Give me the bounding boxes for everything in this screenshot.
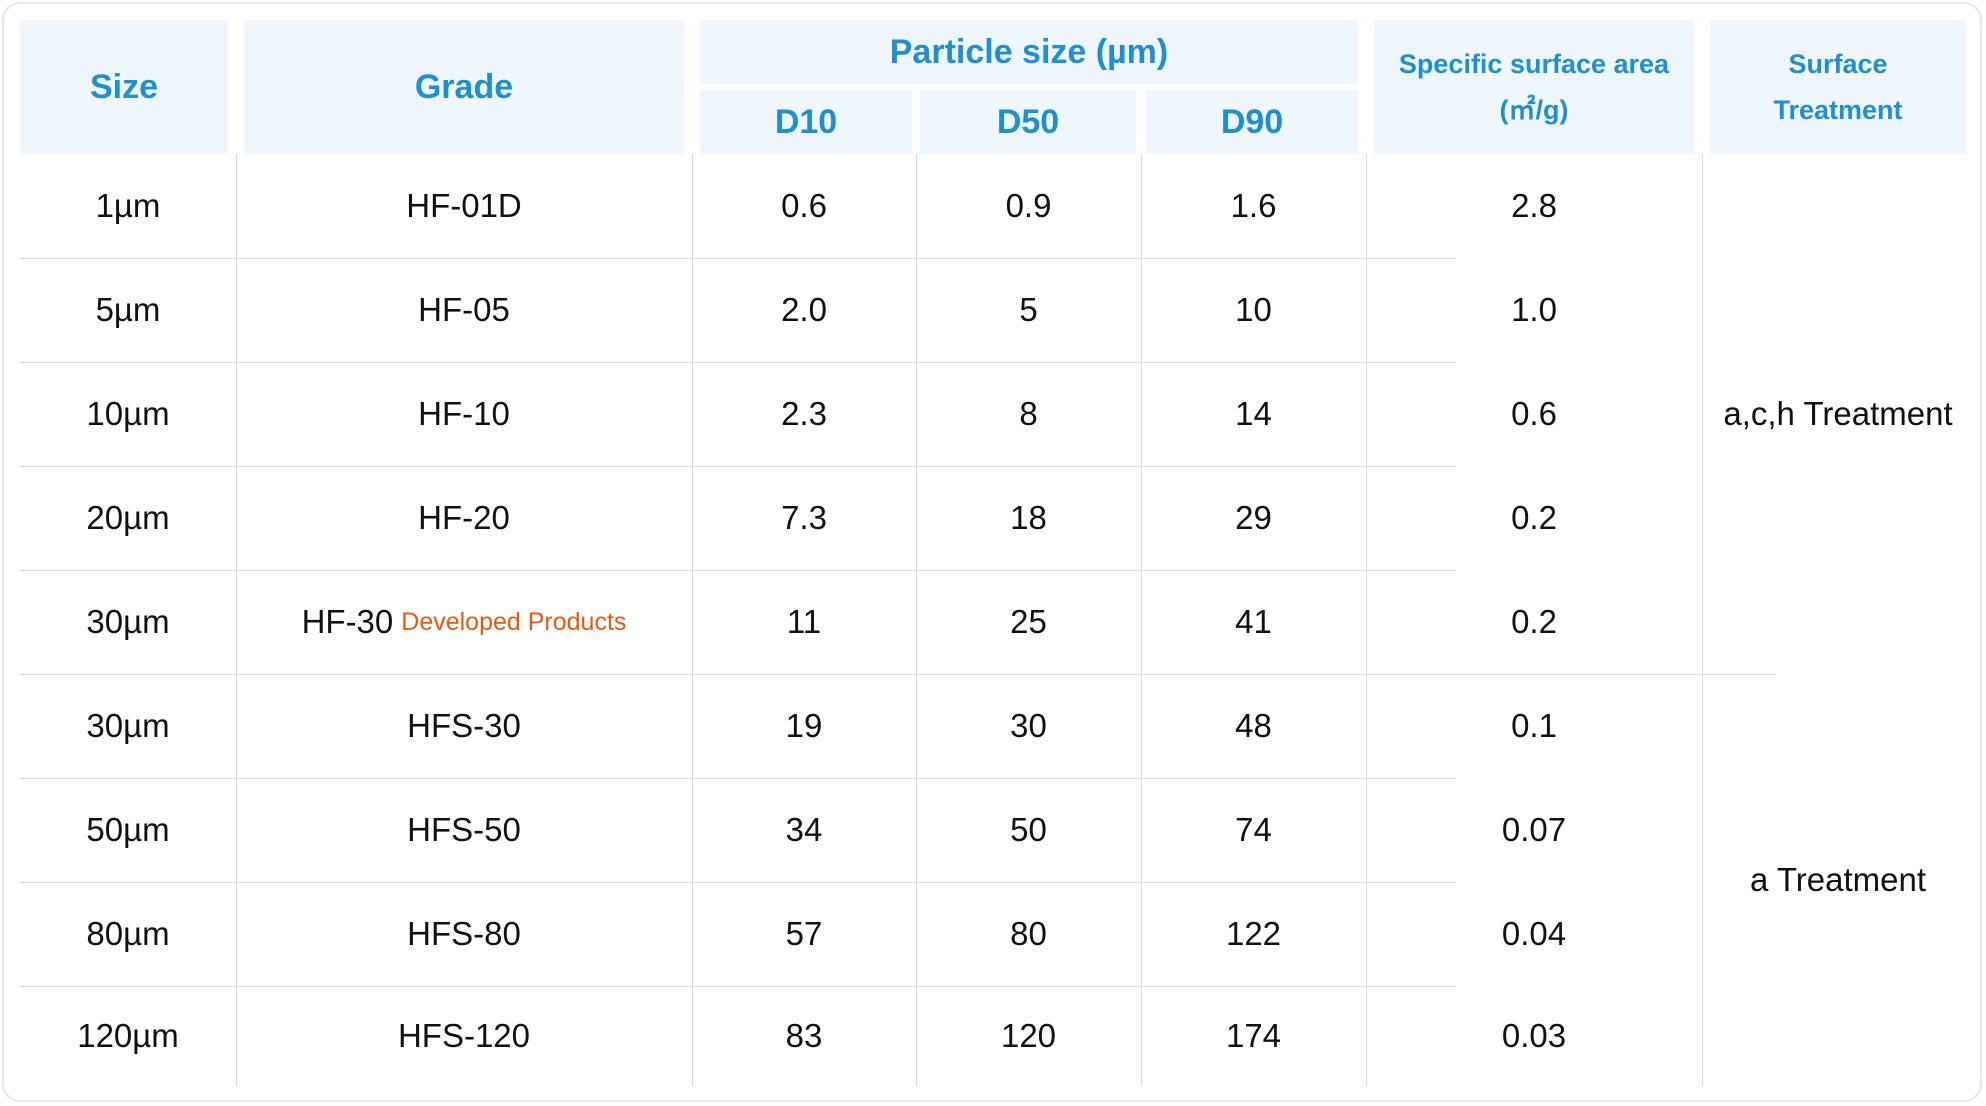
col-divider bbox=[692, 154, 693, 1086]
table-cell-size: 10µm bbox=[86, 395, 170, 432]
grade-text: HFS-80 bbox=[407, 915, 521, 952]
developed-products-note: Developed Products bbox=[401, 607, 627, 636]
table-cell-ssa: 0.1 bbox=[1511, 707, 1557, 744]
table-cell-d50: 120 bbox=[1000, 1017, 1057, 1054]
header-surface-treatment: Surface Treatment bbox=[1710, 20, 1966, 154]
table-cell-d90: 174 bbox=[1225, 1017, 1282, 1054]
header-d50: D50 bbox=[920, 90, 1136, 154]
row-divider bbox=[20, 986, 1456, 987]
table-cell-d90: 122 bbox=[1225, 915, 1282, 952]
table-cell-grade: HF-30 Developed Products bbox=[236, 570, 692, 674]
table-cell-d10: 11 bbox=[786, 603, 822, 640]
table-cell-d10: 0.6 bbox=[781, 187, 827, 224]
row-divider bbox=[20, 362, 1456, 363]
col-divider bbox=[1141, 154, 1142, 1086]
table-cell-d50: 5 bbox=[1019, 291, 1038, 328]
treatment-cell-ach: a,c,h Treatment bbox=[1723, 395, 1953, 432]
table-cell-grade: HFS-120 bbox=[236, 986, 692, 1086]
table-cell-d50: 0.9 bbox=[1005, 187, 1052, 224]
table-cell-size: 20µm bbox=[86, 499, 170, 536]
table-cell-ssa: 1.0 bbox=[1511, 291, 1557, 328]
treatment-cell-a: a Treatment bbox=[1749, 861, 1927, 898]
grade-text: HF-05 bbox=[418, 291, 510, 328]
table-cell-ssa: 0.2 bbox=[1511, 603, 1557, 640]
table-cell-grade: HFS-50 bbox=[236, 778, 692, 882]
table-cell-ssa: 0.04 bbox=[1501, 915, 1567, 952]
table-cell-d90: 14 bbox=[1235, 395, 1272, 432]
table-cell-size: 5µm bbox=[95, 291, 161, 328]
table-cell-d90: 10 bbox=[1235, 291, 1272, 328]
row-divider bbox=[20, 778, 1456, 779]
header-ssa-line2: (㎡/g) bbox=[1499, 95, 1569, 125]
grade-text: HFS-30 bbox=[407, 707, 521, 744]
table-cell-ssa: 0.6 bbox=[1511, 395, 1557, 432]
table-cell-d50: 50 bbox=[1010, 811, 1047, 848]
table-cell-grade: HF-05 bbox=[236, 258, 692, 362]
table-cell-ssa: 0.03 bbox=[1501, 1017, 1567, 1054]
table-cell-size: 80µm bbox=[86, 915, 170, 952]
row-divider bbox=[20, 674, 1776, 675]
table-cell-size: 50µm bbox=[86, 811, 170, 848]
table-cell-d10: 2.0 bbox=[781, 291, 827, 328]
header-size: Size bbox=[20, 20, 228, 154]
grade-text: HFS-120 bbox=[397, 1017, 531, 1054]
table-cell-d10: 57 bbox=[785, 915, 823, 952]
col-divider bbox=[916, 154, 917, 1086]
grade-text: HFS-50 bbox=[407, 811, 521, 848]
table-cell-d50: 25 bbox=[1010, 603, 1047, 640]
table-cell-d90: 74 bbox=[1235, 811, 1272, 848]
grade-text: HF-01D bbox=[406, 187, 522, 224]
table-cell-size: 1µm bbox=[95, 187, 161, 224]
table-cell-ssa: 0.07 bbox=[1501, 811, 1567, 848]
table-cell-d50: 30 bbox=[1010, 707, 1047, 744]
header-surface-line1: Surface bbox=[1788, 49, 1888, 79]
table-cell-d10: 34 bbox=[785, 811, 823, 848]
table-cell-d10: 19 bbox=[785, 707, 823, 744]
grade-text: HF-10 bbox=[418, 395, 510, 432]
header-grade: Grade bbox=[244, 20, 684, 154]
table-cell-d90: 29 bbox=[1235, 499, 1272, 536]
table-cell-d90: 48 bbox=[1235, 707, 1272, 744]
table-cell-d50: 80 bbox=[1010, 915, 1047, 952]
col-divider bbox=[1366, 154, 1367, 1086]
table-cell-size: 30µm bbox=[86, 603, 170, 640]
table-cell-d50: 8 bbox=[1019, 395, 1038, 432]
grade-text: HF-30 bbox=[301, 603, 394, 640]
table-cell-grade: HF-10 bbox=[236, 362, 692, 466]
table-cell-ssa: 0.2 bbox=[1511, 499, 1557, 536]
table-cell-grade: HF-01D bbox=[236, 154, 692, 258]
row-divider bbox=[20, 258, 1456, 259]
table-cell-d90: 1.6 bbox=[1230, 187, 1277, 224]
table-cell-grade: HFS-80 bbox=[236, 882, 692, 986]
col-divider bbox=[236, 154, 237, 1086]
row-divider bbox=[20, 570, 1456, 571]
header-d90: D90 bbox=[1146, 90, 1358, 154]
header-particle-size: Particle size (µm) bbox=[700, 20, 1358, 84]
row-divider bbox=[20, 466, 1456, 467]
header-d10: D10 bbox=[700, 90, 912, 154]
header-surface-line2: Treatment bbox=[1773, 95, 1903, 125]
table-cell-d50: 18 bbox=[1010, 499, 1047, 536]
table-cell-d10: 83 bbox=[785, 1017, 823, 1054]
table-cell-d10: 7.3 bbox=[781, 499, 827, 536]
header-ssa-line1: Specific surface area bbox=[1398, 49, 1670, 79]
row-divider bbox=[20, 882, 1456, 883]
table-cell-d90: 41 bbox=[1235, 603, 1272, 640]
table-cell-grade: HFS-30 bbox=[236, 674, 692, 778]
table-cell-ssa: 2.8 bbox=[1511, 187, 1557, 224]
table-cell-size: 30µm bbox=[86, 707, 170, 744]
table-cell-size: 120µm bbox=[77, 1017, 179, 1054]
header-specific-surface-area: Specific surface area (㎡/g) bbox=[1374, 20, 1694, 154]
col-divider bbox=[1702, 154, 1703, 1086]
table-cell-d10: 2.3 bbox=[781, 395, 827, 432]
table-cell-grade: HF-20 bbox=[236, 466, 692, 570]
grade-text: HF-20 bbox=[418, 499, 510, 536]
